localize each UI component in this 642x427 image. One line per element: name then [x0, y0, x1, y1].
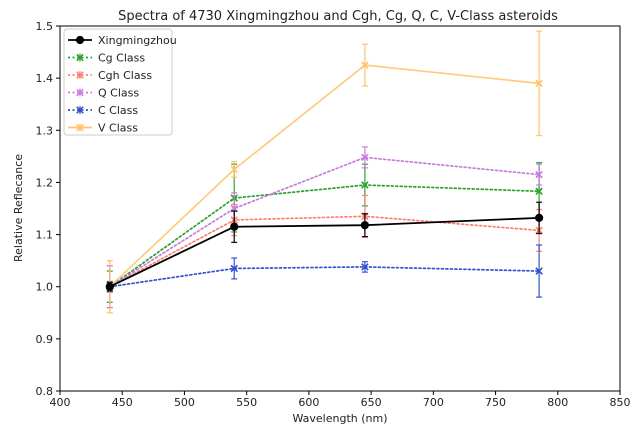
legend-swatch-marker: [76, 53, 84, 62]
y-axis: 0.8 0.9 1.0 1.1 1.2 1.3 1.4 1.5: [36, 20, 60, 398]
x-tick-label: 400: [50, 396, 71, 409]
data-point: [361, 263, 369, 271]
y-tick-label: 1.4: [36, 72, 54, 85]
x-tick-label: 700: [423, 396, 444, 409]
x-marker-stroke: [230, 165, 238, 174]
x-marker-stroke: [535, 170, 543, 179]
y-tick-label: 0.9: [36, 333, 54, 346]
plot-frame: [59, 25, 621, 392]
series-cgh-class: [106, 194, 543, 309]
series-line: [108, 184, 540, 288]
legend-swatch-marker: [76, 106, 84, 114]
legend-frame: [63, 28, 173, 136]
data-point: [361, 61, 369, 69]
legend-swatch-marker: [75, 35, 85, 45]
plot-area: [105, 30, 544, 314]
x-tick-label: 550: [236, 396, 257, 409]
data-point: [230, 264, 238, 273]
data-point: [105, 282, 114, 291]
series-line: [108, 266, 540, 288]
legend-label: Q Class: [98, 87, 139, 100]
x-marker-stroke: [76, 123, 84, 132]
legend-item: Cgh Class: [68, 69, 152, 82]
series-v-class: [106, 30, 543, 314]
series-line: [108, 216, 541, 288]
legend-item: V Class: [68, 122, 138, 135]
legend-item: Cg Class: [68, 52, 145, 65]
data-point: [535, 170, 543, 179]
x-tick-label: 850: [610, 396, 631, 409]
y-tick-label: 1.2: [36, 176, 54, 189]
data-point: [535, 79, 543, 88]
legend-swatch-marker: [76, 71, 84, 79]
legend-item: Xingmingzhou: [68, 34, 177, 47]
data-point: [535, 213, 544, 222]
series-xingmingzhou: [105, 201, 544, 292]
x-marker-stroke: [361, 263, 369, 271]
series-c-class: [106, 244, 543, 298]
data-point: [361, 153, 369, 162]
legend-label: V Class: [98, 122, 138, 135]
data-point: [230, 222, 239, 231]
data-point: [361, 181, 369, 189]
x-marker-stroke: [76, 53, 84, 62]
x-marker-stroke: [535, 267, 543, 275]
legend-swatch-marker: [76, 123, 84, 132]
x-marker-stroke: [76, 88, 84, 97]
legend-label: C Class: [98, 104, 138, 117]
x-marker-stroke: [535, 187, 543, 196]
series-cg-class: [106, 161, 543, 304]
series-line: [108, 64, 540, 288]
legend-item: Q Class: [68, 87, 139, 100]
data-point: [535, 187, 543, 196]
legend-label: Xingmingzhou: [98, 34, 177, 47]
legend-swatch-marker: [76, 88, 84, 97]
x-marker-stroke: [76, 71, 84, 79]
series-line: [108, 215, 540, 288]
x-marker-stroke: [535, 79, 543, 88]
legend-label: Cg Class: [98, 52, 145, 65]
y-tick-label: 1.5: [36, 20, 54, 33]
data-point: [230, 165, 238, 174]
data-point: [360, 221, 369, 230]
x-tick-label: 800: [547, 396, 568, 409]
x-marker-stroke: [361, 61, 369, 69]
y-tick-label: 0.8: [36, 385, 54, 398]
x-marker-stroke: [361, 153, 369, 162]
series-line: [108, 156, 540, 288]
chart-title: Spectra of 4730 Xingmingzhou and Cgh, Cg…: [118, 9, 558, 24]
x-tick-label: 650: [361, 396, 382, 409]
x-tick-label: 600: [298, 396, 319, 409]
data-point: [535, 267, 543, 275]
legend: Xingmingzhou Cg Class Cgh Class Q Class C Cl…: [63, 28, 177, 136]
x-marker-stroke: [361, 181, 369, 189]
x-marker-stroke: [76, 106, 84, 114]
legend-label: Cgh Class: [98, 69, 152, 82]
x-tick-label: 500: [174, 396, 195, 409]
y-tick-label: 1.1: [36, 229, 54, 242]
y-tick-label: 1.0: [36, 281, 54, 294]
x-axis: 400 450 500 550 600 650 700 750 800 850: [50, 391, 631, 409]
y-axis-label: Relative Reflecance: [12, 154, 25, 262]
y-tick-label: 1.3: [36, 124, 54, 137]
x-tick-label: 750: [485, 396, 506, 409]
x-tick-label: 450: [112, 396, 133, 409]
legend-item: C Class: [68, 104, 138, 117]
x-axis-label: Wavelength (nm): [292, 412, 387, 425]
x-marker-stroke: [230, 264, 238, 273]
